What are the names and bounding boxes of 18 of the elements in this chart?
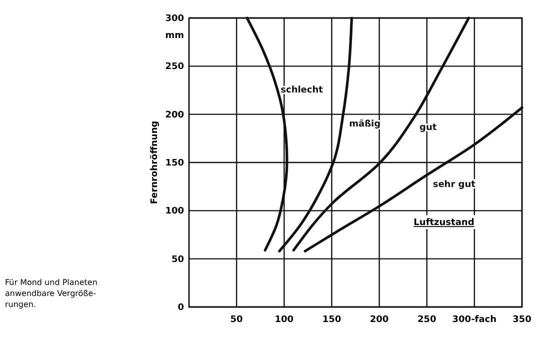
text: Für Mond und Planeten anwendbare Vergröße- rungen. <box>5 278 98 309</box>
y-axis-title: Fernrohröffnung <box>150 120 160 204</box>
x-tick-label: 250 <box>417 315 436 325</box>
x-tick-label: 350 <box>512 315 532 325</box>
x-tick-label: 50 <box>230 315 243 325</box>
text: mm <box>165 31 184 41</box>
y-tick-label: 250 <box>165 62 184 72</box>
y-tick-label: 200 <box>165 110 184 120</box>
legend-title: Luftzustand <box>414 218 474 228</box>
x-tick-label: 150 <box>322 315 342 325</box>
y-tick-label: 300 <box>165 14 184 24</box>
y-tick-label: 50 <box>171 254 184 265</box>
y-tick-label: 150 <box>165 158 184 168</box>
y-tick-label: 0 <box>178 303 184 313</box>
x-tick-label: 300-fach <box>452 315 497 325</box>
x-tick-label: 100 <box>274 315 294 325</box>
x-tick-label: 200 <box>370 315 389 325</box>
y-tick-label: 100 <box>165 206 184 217</box>
